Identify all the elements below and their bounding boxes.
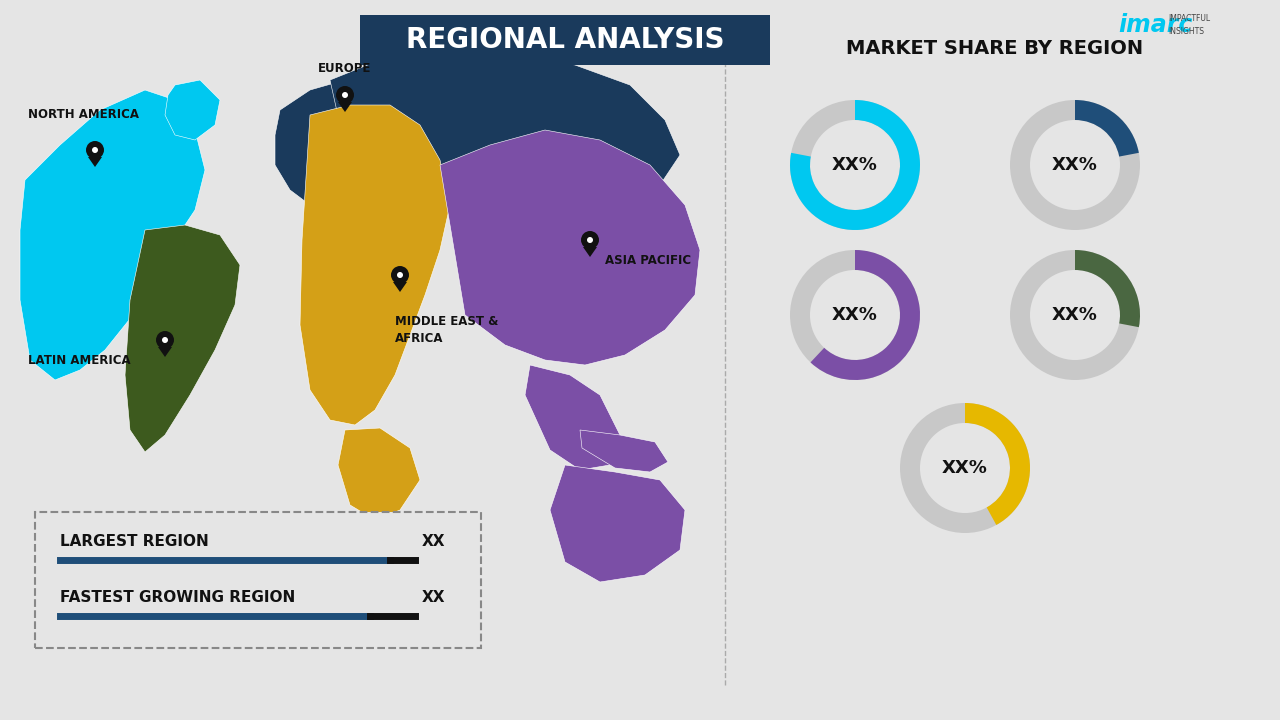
Text: imarc: imarc [1117,13,1193,37]
Text: LARGEST REGION: LARGEST REGION [60,534,209,549]
Circle shape [156,331,174,349]
Text: XX: XX [422,534,445,549]
Circle shape [86,141,104,159]
Polygon shape [165,80,220,140]
Wedge shape [790,100,920,230]
Text: MIDDLE EAST &
AFRICA: MIDDLE EAST & AFRICA [396,315,498,345]
Wedge shape [1010,100,1140,230]
Circle shape [581,231,599,249]
FancyBboxPatch shape [360,15,771,65]
Circle shape [335,86,355,104]
Polygon shape [88,157,102,167]
Polygon shape [338,102,352,112]
Wedge shape [790,250,920,380]
Circle shape [397,272,403,278]
Circle shape [163,337,168,343]
Polygon shape [393,282,407,292]
Text: XX: XX [422,590,445,606]
Polygon shape [440,130,700,365]
Polygon shape [275,80,415,210]
Text: EUROPE: EUROPE [317,61,371,74]
Wedge shape [965,403,1030,525]
Circle shape [390,266,410,284]
Polygon shape [300,105,451,425]
Text: FASTEST GROWING REGION: FASTEST GROWING REGION [60,590,296,606]
Wedge shape [1010,250,1140,380]
Circle shape [92,147,99,153]
Polygon shape [330,50,680,210]
Text: IMPACTFUL
INSIGHTS: IMPACTFUL INSIGHTS [1169,14,1210,36]
Wedge shape [1075,100,1139,156]
Text: REGIONAL ANALYSIS: REGIONAL ANALYSIS [406,26,724,54]
Circle shape [588,237,593,243]
Text: LATIN AMERICA: LATIN AMERICA [28,354,131,366]
Text: ASIA PACIFIC: ASIA PACIFIC [605,253,691,266]
Polygon shape [338,428,420,520]
Wedge shape [790,100,920,230]
Polygon shape [525,365,620,470]
Wedge shape [810,250,920,380]
Text: XX%: XX% [942,459,988,477]
Polygon shape [582,247,596,257]
Polygon shape [550,465,685,582]
Text: NORTH AMERICA: NORTH AMERICA [28,109,140,122]
Text: XX%: XX% [1052,156,1098,174]
Circle shape [342,92,348,98]
Text: MARKET SHARE BY REGION: MARKET SHARE BY REGION [846,38,1143,58]
Text: XX%: XX% [1052,306,1098,324]
Wedge shape [900,403,1030,533]
Polygon shape [20,90,205,380]
Text: XX%: XX% [832,306,878,324]
Polygon shape [157,347,172,357]
Polygon shape [580,430,668,472]
FancyBboxPatch shape [35,512,481,648]
Text: XX%: XX% [832,156,878,174]
Polygon shape [125,225,241,452]
Wedge shape [1075,250,1140,327]
